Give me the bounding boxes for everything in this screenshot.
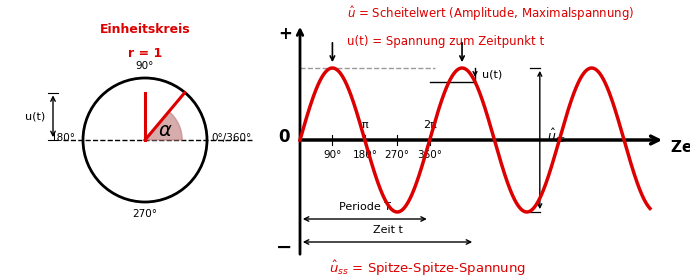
Wedge shape [145, 112, 182, 140]
Text: 90°: 90° [323, 150, 342, 160]
Text: u(t): u(t) [482, 70, 502, 80]
Text: 270°: 270° [385, 150, 410, 160]
Text: π: π [362, 120, 368, 130]
Text: $\hat{u}_{ss}$ = Spitze-Spitze-Spannung: $\hat{u}_{ss}$ = Spitze-Spitze-Spannung [329, 258, 526, 278]
Text: u(t) = Spannung zum Zeitpunkt t: u(t) = Spannung zum Zeitpunkt t [347, 35, 544, 49]
Text: $\hat{u}$ = Scheitelwert (Amplitude, Maximalspannung): $\hat{u}$ = Scheitelwert (Amplitude, Max… [347, 4, 635, 23]
Text: 360°: 360° [417, 150, 442, 160]
Text: +: + [278, 25, 292, 43]
Text: Zeit t: Zeit t [671, 140, 690, 155]
Text: $\alpha$: $\alpha$ [158, 121, 172, 140]
Text: 0: 0 [279, 128, 290, 146]
Text: u(t): u(t) [25, 111, 45, 121]
Text: 90°: 90° [136, 61, 154, 71]
Text: 270°: 270° [132, 209, 157, 219]
Text: 2π: 2π [423, 120, 437, 130]
Text: Einheitskreis: Einheitskreis [99, 23, 190, 36]
Text: $\hat{u}_{ss}$: $\hat{u}_{ss}$ [546, 127, 566, 145]
Text: 180°: 180° [51, 133, 76, 143]
Text: Periode T: Periode T [339, 202, 391, 212]
Text: Zeit t: Zeit t [373, 225, 402, 235]
Text: 0°/360°: 0°/360° [211, 133, 251, 143]
Text: 180°: 180° [353, 150, 377, 160]
Text: −: − [275, 237, 292, 256]
Text: r = 1: r = 1 [128, 47, 162, 60]
